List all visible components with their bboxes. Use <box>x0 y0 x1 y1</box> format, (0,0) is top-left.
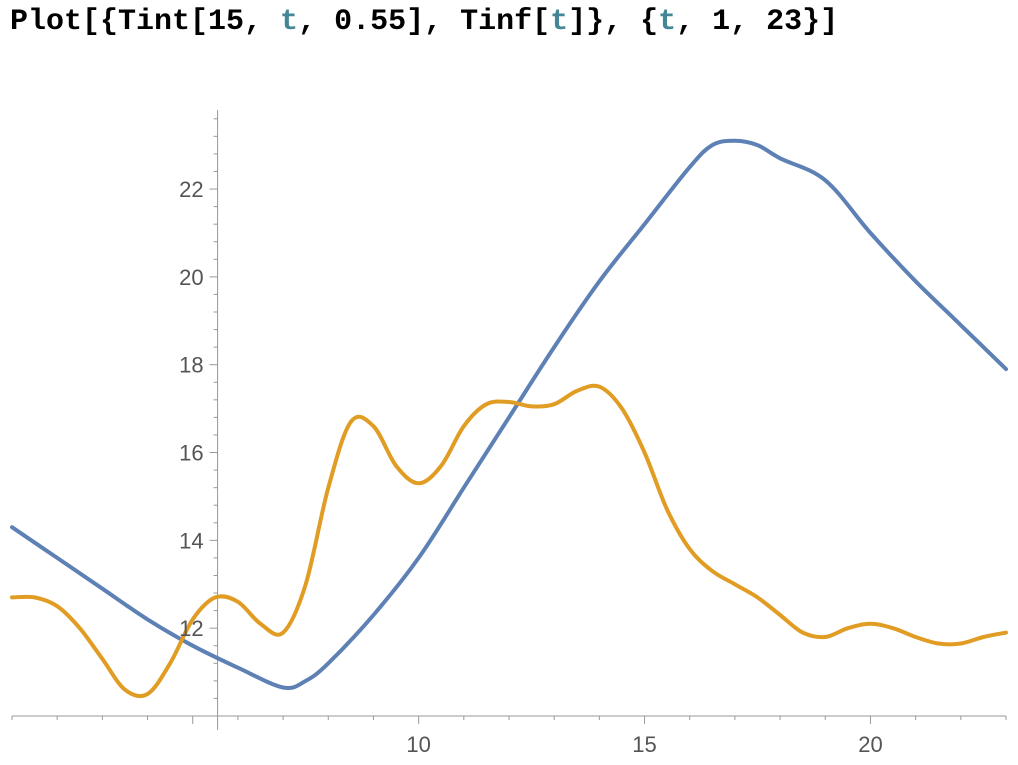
y-tick-label: 12 <box>179 616 203 641</box>
tick-labels: 10 15 20 12 14 16 18 20 22 <box>179 177 883 757</box>
y-tick-label: 16 <box>179 441 203 466</box>
series-lines <box>10 138 1008 699</box>
series-line-2 <box>10 383 1008 699</box>
y-tick-label: 22 <box>179 177 203 202</box>
x-tick-label: 10 <box>406 732 430 757</box>
y-tick-label: 20 <box>179 265 203 290</box>
y-tick-label: 18 <box>179 353 203 378</box>
code-variable: t <box>280 5 299 39</box>
x-tick-label: 20 <box>858 732 882 757</box>
code-token: Plot[{Tint[15, <box>10 5 281 39</box>
code-variable: t <box>658 5 677 39</box>
input-cell-code[interactable]: Plot[{Tint[15, t, 0.55], Tinf[t]}, {t, 1… <box>10 2 838 42</box>
code-variable: t <box>550 5 569 39</box>
tick-marks <box>11 118 1007 724</box>
y-tick-label: 14 <box>179 528 203 553</box>
x-tick-label: 15 <box>632 732 656 757</box>
code-token: , 1, 23}] <box>676 5 839 39</box>
code-token: , 0.55], Tinf[ <box>298 5 551 39</box>
code-token: ]}, { <box>568 5 659 39</box>
series-line-1 <box>10 138 1008 691</box>
